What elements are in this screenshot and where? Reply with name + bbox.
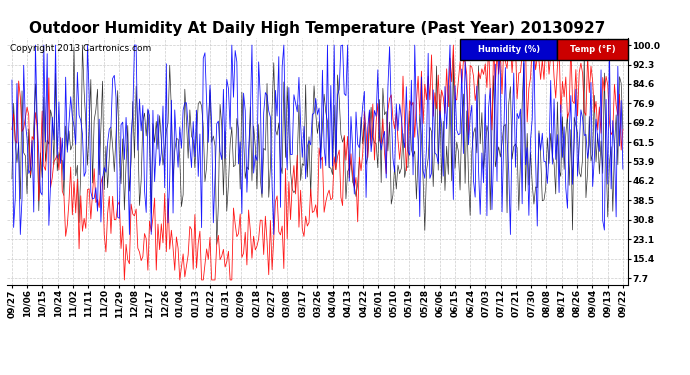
Text: Humidity (%): Humidity (%) — [477, 45, 540, 54]
FancyBboxPatch shape — [460, 39, 558, 60]
Title: Outdoor Humidity At Daily High Temperature (Past Year) 20130927: Outdoor Humidity At Daily High Temperatu… — [29, 21, 606, 36]
FancyBboxPatch shape — [558, 39, 628, 60]
Text: Copyright 2013 Cartronics.com: Copyright 2013 Cartronics.com — [10, 44, 151, 53]
Text: Temp (°F): Temp (°F) — [570, 45, 615, 54]
